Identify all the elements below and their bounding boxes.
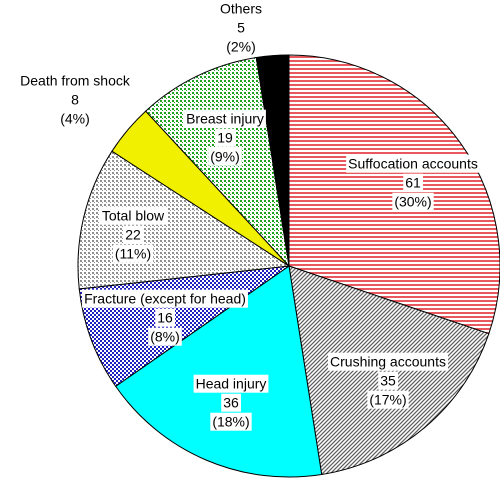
slice-label: Suffocation accounts — [348, 156, 478, 172]
label-background — [82, 289, 248, 308]
slice-label: Total blow — [102, 208, 165, 224]
label-background — [208, 147, 242, 166]
slice-label: Fracture (except for head) — [84, 291, 246, 307]
pie-slice — [255, 54, 290, 267]
label-background — [367, 390, 409, 409]
label-background — [184, 109, 266, 128]
percent-label: (9%) — [210, 149, 240, 165]
percent-label: (8%) — [150, 329, 180, 345]
value-label: 8 — [71, 92, 79, 108]
percent-label: (17%) — [369, 392, 406, 408]
label-background — [193, 374, 269, 393]
label-background — [155, 308, 175, 327]
percent-label: (11%) — [115, 246, 151, 262]
slice-label: Breast injury — [186, 111, 264, 127]
label-background — [112, 244, 154, 263]
percent-label: (18%) — [212, 414, 249, 430]
pie-slice — [114, 265, 323, 478]
label-background — [403, 173, 423, 192]
slice-label: Crushing accounts — [330, 354, 446, 370]
label-background — [99, 206, 168, 225]
value-label: 35 — [380, 373, 396, 389]
label-background — [148, 327, 182, 346]
label-background — [123, 225, 143, 244]
slice-label: Others — [220, 1, 262, 17]
percent-label: (4%) — [60, 111, 90, 127]
value-label: 61 — [405, 175, 421, 191]
slice-label: Head injury — [196, 376, 267, 392]
slice-label: Death from shock — [20, 73, 131, 89]
percent-label: (2%) — [226, 39, 256, 55]
label-background — [346, 154, 480, 173]
value-label: 36 — [223, 395, 239, 411]
label-background — [221, 393, 241, 412]
value-label: 19 — [217, 130, 233, 146]
label-background — [328, 352, 448, 371]
value-label: 5 — [237, 20, 245, 36]
value-label: 16 — [157, 310, 173, 326]
label-background — [392, 192, 434, 211]
percent-label: (30%) — [394, 194, 431, 210]
label-background — [215, 128, 235, 147]
label-background — [210, 412, 252, 431]
label-background — [378, 371, 398, 390]
value-label: 22 — [125, 227, 141, 243]
